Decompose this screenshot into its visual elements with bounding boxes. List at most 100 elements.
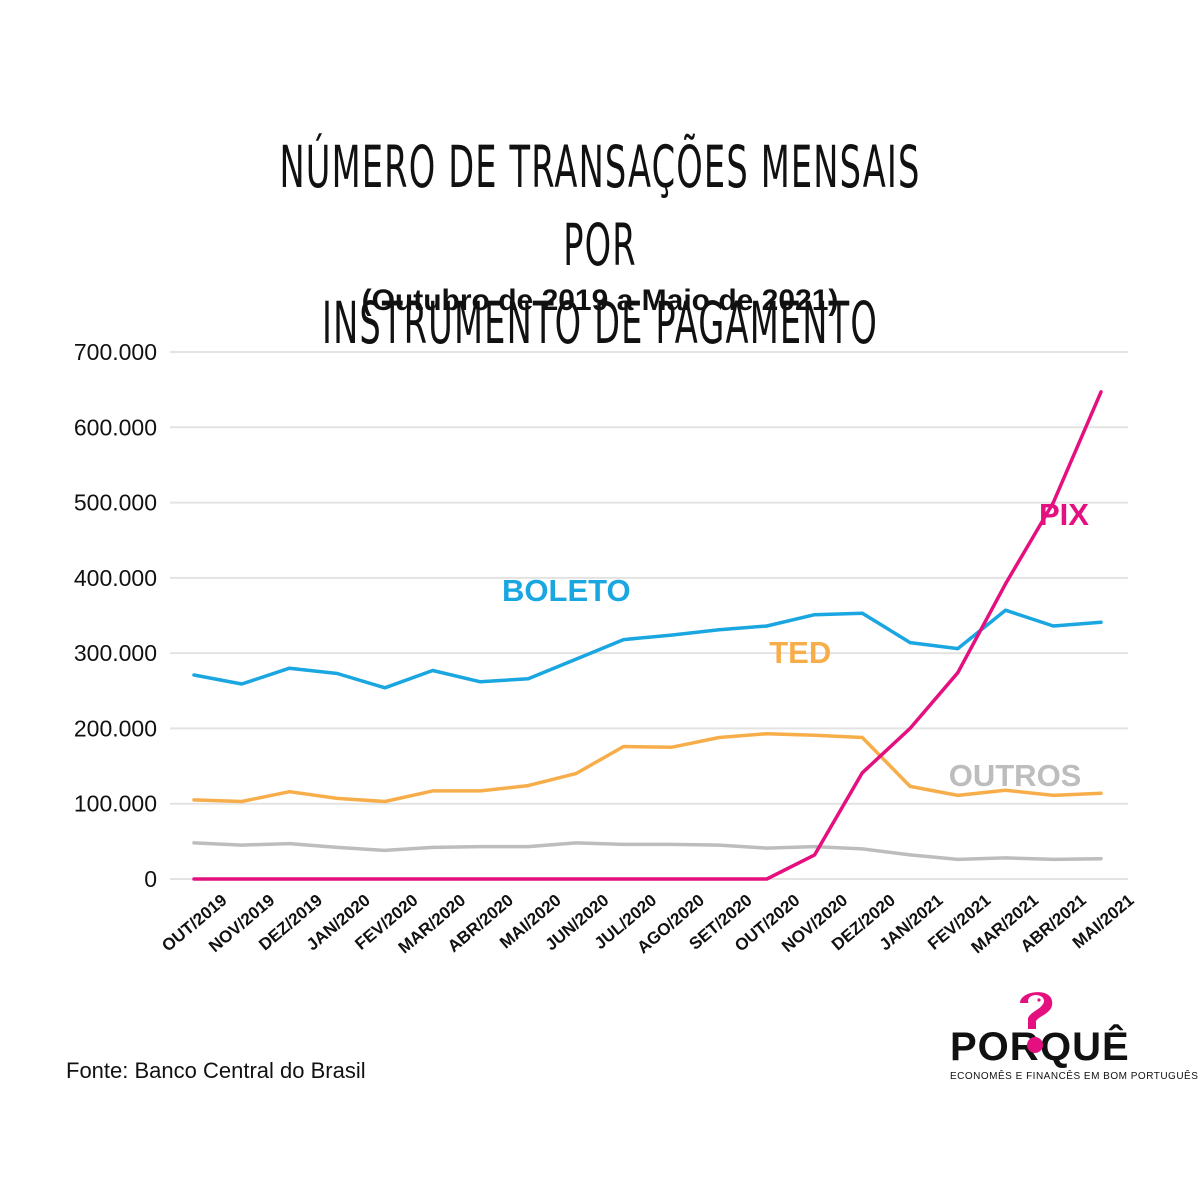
point-boleto-mai-2020 [526, 677, 530, 681]
logo-text-right: QUÊ [1040, 1025, 1130, 1069]
point-pix-abr-2021 [1051, 501, 1055, 505]
point-boleto-abr-2021 [1051, 624, 1055, 628]
chart-series-lines [192, 390, 1103, 881]
point-boleto-jun-2020 [574, 657, 578, 661]
y-tick-label: 700.000 [74, 339, 157, 365]
series-label-pix: PIX [1039, 497, 1089, 532]
series-label-boleto: BOLETO [502, 573, 631, 608]
point-pix-mar-2020 [431, 877, 435, 881]
point-outros-jul-2020 [622, 842, 626, 846]
point-pix-mai-2020 [526, 877, 530, 881]
point-outros-mar-2021 [1004, 856, 1008, 860]
point-pix-abr-2020 [478, 877, 482, 881]
y-tick-label: 400.000 [74, 565, 157, 591]
x-axis-tick-labels: OUT/2019NOV/2019DEZ/2019JAN/2020FEV/2020… [158, 891, 1137, 958]
point-boleto-mai-2021 [1099, 620, 1103, 624]
chart-title: NÚMERO DE TRANSAÇÕES MENSAIS POR INSTRUM… [252, 128, 948, 362]
point-ted-jan-2021 [908, 784, 912, 788]
point-pix-nov-2020 [813, 853, 817, 857]
y-tick-label: 200.000 [74, 715, 157, 741]
point-pix-ago-2020 [669, 877, 673, 881]
series-label-outros: OUTROS [949, 758, 1082, 793]
point-boleto-mar-2021 [1004, 608, 1008, 612]
point-outros-dez-2020 [860, 847, 864, 851]
series-line-boleto [192, 608, 1103, 690]
point-ted-dez-2019 [287, 790, 291, 794]
line-chart: 0 100.000 200.000 300.000 400.000 500.000 600.… [74, 339, 1138, 958]
point-ted-jun-2020 [574, 772, 578, 776]
point-pix-out-2019 [192, 877, 196, 881]
point-ted-nov-2020 [813, 733, 817, 737]
point-outros-nov-2019 [240, 843, 244, 847]
point-ted-dez-2020 [860, 735, 864, 739]
chart-series-labels: BOLETO TED OUTROS PIX [502, 497, 1089, 793]
point-pix-dez-2020 [860, 771, 864, 775]
point-outros-abr-2021 [1051, 857, 1055, 861]
point-boleto-out-2020 [765, 624, 769, 628]
point-boleto-fev-2020 [383, 686, 387, 690]
point-boleto-set-2020 [717, 628, 721, 632]
point-ted-jan-2020 [335, 796, 339, 800]
series-line-outros [192, 841, 1103, 862]
logo-tagline: ECONOMÊS E FINANCÊS EM BOM PORTUGUÊS [950, 1071, 1199, 1082]
series-line-pix [192, 390, 1103, 881]
point-ted-mai-2020 [526, 784, 530, 788]
point-pix-jul-2020 [622, 877, 626, 881]
point-outros-dez-2019 [287, 842, 291, 846]
point-pix-set-2020 [717, 877, 721, 881]
y-tick-label: 500.000 [74, 490, 157, 516]
point-pix-fev-2020 [383, 877, 387, 881]
point-boleto-dez-2020 [860, 611, 864, 615]
point-boleto-abr-2020 [478, 680, 482, 684]
porque-logo: POR QUÊ ECONOMÊS E FINANCÊS EM BOM PORTU… [950, 985, 1199, 1085]
point-ted-nov-2019 [240, 799, 244, 803]
point-outros-jan-2020 [335, 845, 339, 849]
logo-wordmark: POR QUÊ [950, 1025, 1140, 1070]
point-boleto-nov-2020 [813, 613, 817, 617]
y-tick-label: 600.000 [74, 414, 157, 440]
point-ted-abr-2020 [478, 789, 482, 793]
logo-dot [1027, 1037, 1043, 1053]
point-boleto-fev-2021 [956, 647, 960, 651]
point-ted-fev-2020 [383, 799, 387, 803]
point-boleto-jan-2020 [335, 671, 339, 675]
point-ted-ago-2020 [669, 745, 673, 749]
point-pix-jan-2021 [908, 726, 912, 730]
point-ted-mai-2021 [1099, 791, 1103, 795]
source-note: Fonte: Banco Central do Brasil [66, 1058, 366, 1083]
point-outros-mai-2021 [1099, 857, 1103, 861]
point-ted-fev-2021 [956, 793, 960, 797]
point-pix-nov-2019 [240, 877, 244, 881]
point-pix-jun-2020 [574, 877, 578, 881]
point-outros-fev-2020 [383, 848, 387, 852]
chart-title-line-1: NÚMERO DE TRANSAÇÕES MENSAIS POR [279, 133, 921, 279]
chart-title-line-2: INSTRUMENTO DE PAGAMENTO [322, 289, 878, 357]
logo-text-left: POR [950, 1025, 1040, 1069]
point-outros-nov-2020 [813, 845, 817, 849]
point-outros-abr-2020 [478, 845, 482, 849]
point-boleto-mar-2020 [431, 668, 435, 672]
point-boleto-dez-2019 [287, 666, 291, 670]
point-pix-mar-2021 [1004, 582, 1008, 586]
y-tick-label: 0 [144, 866, 157, 892]
point-boleto-nov-2019 [240, 682, 244, 686]
point-outros-jun-2020 [574, 841, 578, 845]
point-ted-abr-2021 [1051, 793, 1055, 797]
piggy-question-icon [1020, 992, 1053, 1029]
point-pix-dez-2019 [287, 877, 291, 881]
point-outros-mar-2020 [431, 845, 435, 849]
point-ted-out-2020 [765, 732, 769, 736]
point-outros-out-2020 [765, 846, 769, 850]
point-ted-out-2019 [192, 798, 196, 802]
point-outros-fev-2021 [956, 857, 960, 861]
point-pix-out-2020 [765, 877, 769, 881]
point-boleto-out-2019 [192, 673, 196, 677]
point-boleto-jul-2020 [622, 638, 626, 642]
point-ted-jul-2020 [622, 744, 626, 748]
point-pix-mai-2021 [1099, 390, 1103, 394]
point-boleto-jan-2021 [908, 641, 912, 645]
point-outros-ago-2020 [669, 842, 673, 846]
point-pix-fev-2021 [956, 671, 960, 675]
y-tick-label: 100.000 [74, 791, 157, 817]
point-pix-jan-2020 [335, 877, 339, 881]
